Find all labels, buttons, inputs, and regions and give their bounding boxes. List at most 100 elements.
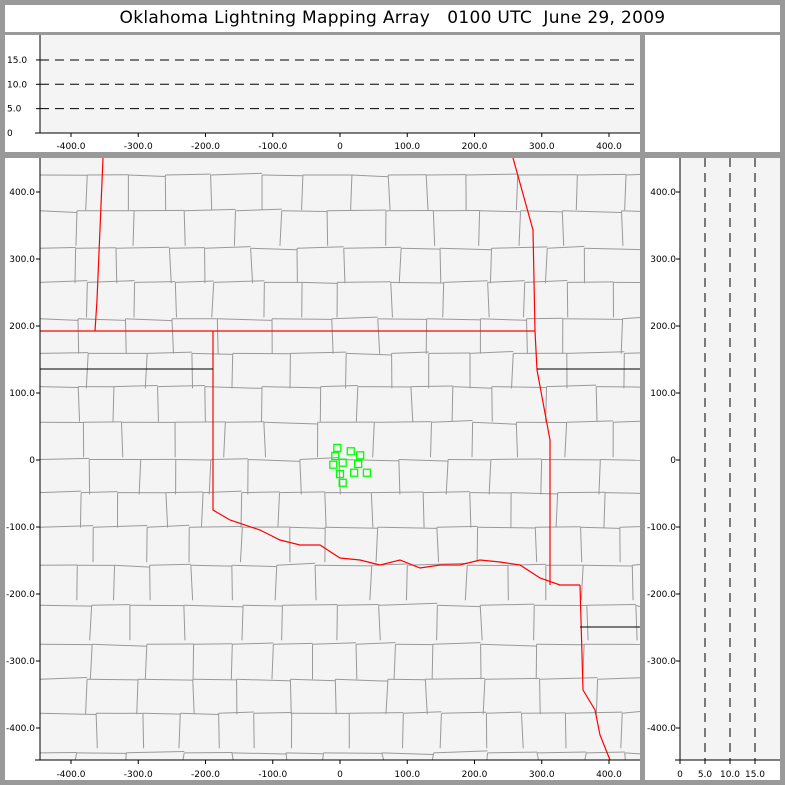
county-border xyxy=(208,459,212,495)
county-border xyxy=(377,318,381,354)
county-border xyxy=(385,679,389,715)
county-border xyxy=(451,386,454,422)
county-border xyxy=(622,711,641,714)
county-border xyxy=(323,752,382,754)
county-border xyxy=(133,282,136,318)
county-border xyxy=(315,564,372,567)
county-border xyxy=(480,318,527,321)
county-border xyxy=(583,564,633,567)
county-border xyxy=(89,605,93,641)
county-border xyxy=(561,210,565,246)
y-tick-label: 400.0 xyxy=(650,188,676,198)
county-border xyxy=(488,459,492,495)
county-border xyxy=(168,248,172,284)
y-tick-label: -200.0 xyxy=(647,590,676,600)
x-tick-label: 300.0 xyxy=(529,142,555,152)
county-border xyxy=(263,421,318,425)
county-border xyxy=(487,751,538,754)
county-border xyxy=(331,318,334,354)
county-border xyxy=(165,173,211,176)
x-tick-label: 300.0 xyxy=(529,770,555,780)
county-border xyxy=(562,210,622,214)
county-border xyxy=(299,456,340,460)
station-marker xyxy=(331,451,340,461)
county-border xyxy=(95,713,98,749)
county-border xyxy=(286,752,324,755)
county-border xyxy=(436,527,440,563)
county-border xyxy=(398,458,449,462)
county-border xyxy=(491,246,548,249)
county-border xyxy=(169,247,205,249)
county-border xyxy=(600,458,641,461)
county-border xyxy=(85,282,88,318)
county-border xyxy=(350,174,353,211)
station-marker xyxy=(338,478,347,487)
county-border xyxy=(240,492,243,528)
county-border xyxy=(261,386,321,389)
county-border xyxy=(526,317,563,320)
county-border xyxy=(464,565,468,601)
y-tick-label: 100.0 xyxy=(650,389,676,399)
county-border xyxy=(439,713,442,749)
county-border xyxy=(431,752,435,761)
county-border xyxy=(351,174,389,178)
county-border xyxy=(216,318,219,354)
county-border xyxy=(128,174,166,178)
county-border xyxy=(126,750,185,754)
county-border xyxy=(142,712,181,715)
county-border xyxy=(586,605,589,641)
county-border xyxy=(620,713,623,749)
state-border xyxy=(579,584,611,761)
county-border xyxy=(243,604,283,607)
county-border xyxy=(440,247,492,251)
county-border xyxy=(518,210,522,246)
county-border xyxy=(285,752,288,761)
y-tick-label: 0 xyxy=(7,129,13,139)
county-border xyxy=(626,173,641,176)
county-border xyxy=(282,604,338,606)
county-border xyxy=(407,562,468,566)
county-border xyxy=(241,605,244,641)
x-tick-label: -200.0 xyxy=(191,142,220,152)
county-border xyxy=(374,421,432,423)
y-tick-label: 300.0 xyxy=(650,255,676,265)
county-border xyxy=(93,524,148,528)
county-border xyxy=(595,679,599,715)
county-border xyxy=(39,677,88,680)
station-marker xyxy=(349,468,359,477)
county-border xyxy=(472,421,517,425)
county-border xyxy=(77,318,126,321)
county-border xyxy=(231,564,277,568)
county-border xyxy=(624,174,627,211)
county-border xyxy=(403,711,442,714)
y-tick-label: 15.0 xyxy=(7,56,27,66)
county-border xyxy=(575,174,578,211)
county-border xyxy=(39,525,94,528)
county-border xyxy=(248,458,300,462)
county-border xyxy=(138,459,142,495)
y-tick-label: -400.0 xyxy=(647,724,676,734)
x-tick-label: -300.0 xyxy=(124,770,153,780)
x-tick-label: 0 xyxy=(677,770,683,780)
county-border xyxy=(277,492,281,528)
county-border xyxy=(577,173,627,176)
y-tick-label: -400.0 xyxy=(6,724,35,734)
county-border xyxy=(345,353,347,389)
county-border xyxy=(370,492,374,528)
county-border xyxy=(324,492,327,528)
county-border xyxy=(39,386,79,389)
county-border xyxy=(436,605,438,641)
county-border xyxy=(387,174,391,211)
x-tick-label: -100.0 xyxy=(258,142,287,152)
x-tick-label: 200.0 xyxy=(462,770,488,780)
county-border xyxy=(144,644,148,680)
x-tick-label: 0 xyxy=(337,770,343,780)
station-marker xyxy=(338,458,347,467)
county-border xyxy=(355,386,359,422)
county-border xyxy=(113,385,158,388)
county-border xyxy=(279,491,325,494)
county-border xyxy=(218,713,220,749)
county-border xyxy=(349,712,404,714)
county-border xyxy=(465,173,518,176)
county-border xyxy=(273,642,313,645)
